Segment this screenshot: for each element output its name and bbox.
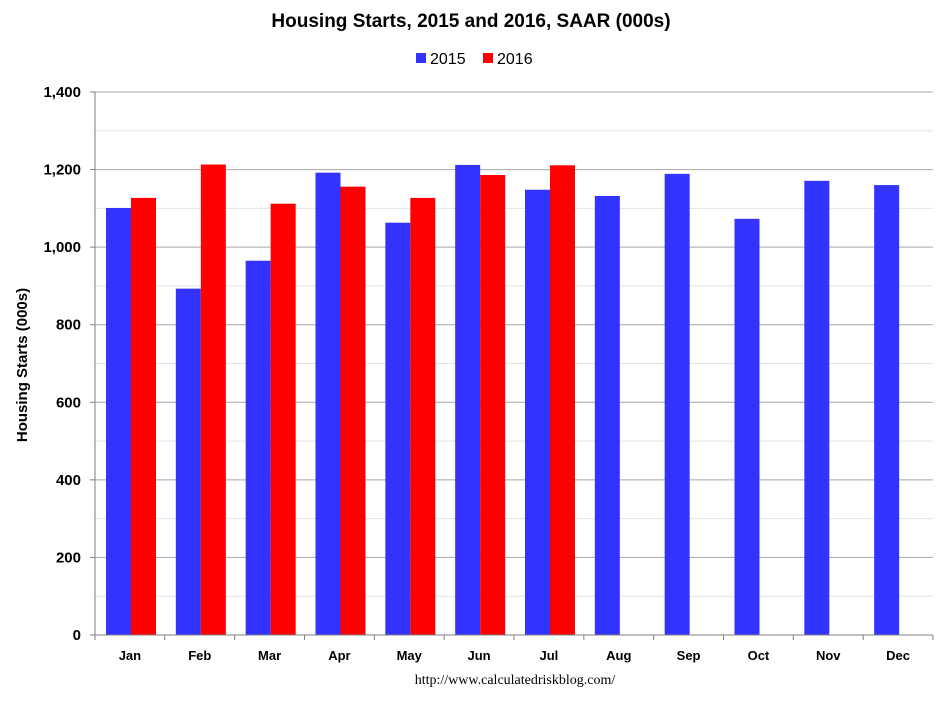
y-tick-label: 200 <box>56 549 81 566</box>
bar-2016-jul <box>550 165 575 635</box>
bar-2015-sep <box>664 173 690 635</box>
y-axis-label: Housing Starts (000s) <box>14 288 31 442</box>
x-tick-label-dec: Dec <box>886 648 910 663</box>
legend-swatch-2015 <box>416 53 426 63</box>
x-tick-label-jul: Jul <box>540 648 559 663</box>
y-tick-label: 0 <box>73 627 81 644</box>
y-tick-label: 400 <box>56 472 81 489</box>
bar-2015-apr <box>315 172 341 635</box>
x-tick-label-nov: Nov <box>816 648 841 663</box>
x-tick-label-mar: Mar <box>258 648 281 663</box>
x-tick-label-may: May <box>397 648 423 663</box>
legend-label-2016: 2016 <box>497 51 533 68</box>
legend: 2015 2016 <box>416 51 533 68</box>
bar-2016-feb <box>200 164 226 635</box>
x-tick-label-apr: Apr <box>328 648 350 663</box>
bar-2015-feb <box>175 288 201 635</box>
bar-2015-jan <box>106 207 131 635</box>
bar-2015-aug <box>594 195 620 635</box>
bar-2016-may <box>410 197 436 635</box>
x-tick-label-aug: Aug <box>606 648 631 663</box>
bar-2016-mar <box>270 203 296 635</box>
y-tick-label: 1,200 <box>43 162 81 179</box>
bar-2015-dec <box>874 185 900 636</box>
bar-2016-apr <box>340 186 366 635</box>
y-tick-label: 1,400 <box>43 84 81 101</box>
bar-2016-jan <box>131 197 156 635</box>
legend-swatch-2016 <box>483 53 493 63</box>
x-tick-label-jun: Jun <box>468 648 491 663</box>
bar-2015-oct <box>734 218 760 635</box>
axes <box>90 91 934 640</box>
bar-2015-jul <box>525 189 550 636</box>
chart-title: Housing Starts, 2015 and 2016, SAAR (000… <box>271 11 670 32</box>
legend-label-2015: 2015 <box>430 51 466 68</box>
x-tick-label-oct: Oct <box>748 648 770 663</box>
bar-2015-nov <box>804 180 830 636</box>
x-tick-label-feb: Feb <box>188 648 211 663</box>
bar-2015-mar <box>245 260 271 635</box>
y-tick-label: 1,000 <box>43 239 81 256</box>
source-url: http://www.calculatedriskblog.com/ <box>415 673 616 688</box>
x-tick-label-jan: Jan <box>119 648 141 663</box>
y-tick-label: 800 <box>56 317 81 334</box>
bars <box>106 164 900 636</box>
bar-2015-jun <box>455 164 481 635</box>
y-tick-label: 600 <box>56 394 81 411</box>
bar-2015-may <box>385 222 411 635</box>
x-tick-label-sep: Sep <box>677 648 701 663</box>
y-tick-labels: 0 200 400 600 800 1,000 1,200 1,400 <box>43 84 81 644</box>
x-tick-labels: Jan Feb Mar Apr May Jun Jul Aug Sep Oct Nov Dec <box>119 648 910 663</box>
gridlines <box>95 91 933 597</box>
bar-2016-jun <box>480 175 506 635</box>
